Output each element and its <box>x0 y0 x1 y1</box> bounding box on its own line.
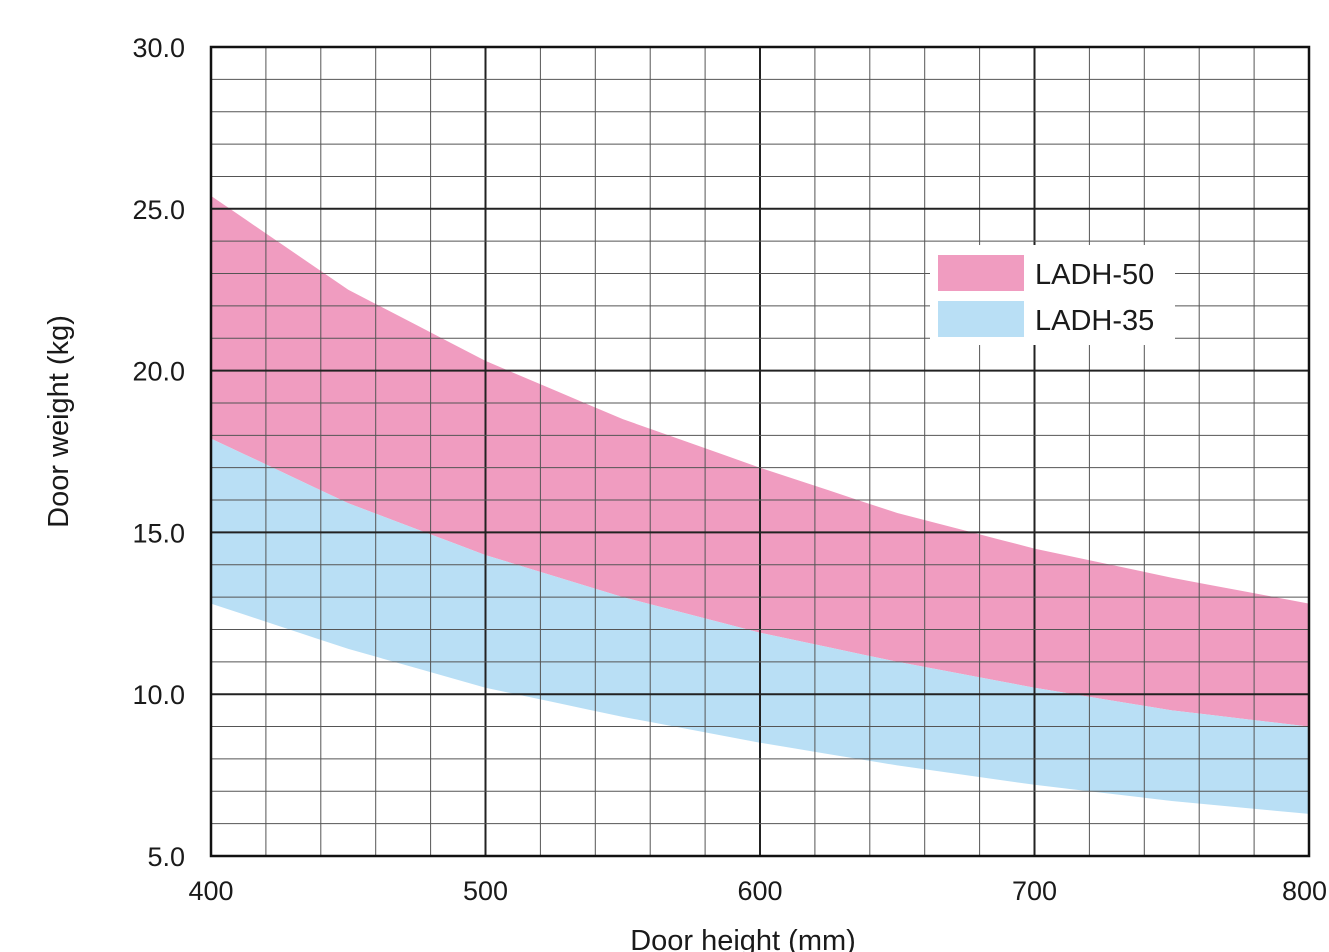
y-tick-label: 5.0 <box>147 842 185 872</box>
x-axis-label: Door height (mm) <box>630 925 856 952</box>
y-tick-label: 30.0 <box>132 33 185 63</box>
legend: LADH-50 LADH-35 <box>930 245 1175 345</box>
x-tick-label: 800 <box>1282 876 1327 906</box>
x-tick-label: 700 <box>1012 876 1057 906</box>
legend-swatch-ladh-50 <box>938 255 1024 291</box>
y-axis-label: Door weight (kg) <box>43 315 75 528</box>
x-tick-label: 400 <box>188 876 233 906</box>
x-tick-label: 600 <box>737 876 782 906</box>
grid-layer <box>210 46 1310 857</box>
tick-labels: 5.0 10.0 15.0 20.0 25.0 30.0 400 500 600 700 800 <box>132 33 1327 906</box>
y-tick-label: 25.0 <box>132 195 185 225</box>
y-tick-label: 20.0 <box>132 357 185 387</box>
x-tick-label: 500 <box>463 876 508 906</box>
plot-frame <box>209 45 1311 858</box>
legend-label-ladh-35: LADH-35 <box>1035 305 1154 337</box>
y-tick-label: 10.0 <box>132 680 185 710</box>
legend-label-ladh-50: LADH-50 <box>1035 259 1154 291</box>
y-tick-label: 15.0 <box>132 518 185 548</box>
legend-swatch-ladh-35 <box>938 301 1024 337</box>
